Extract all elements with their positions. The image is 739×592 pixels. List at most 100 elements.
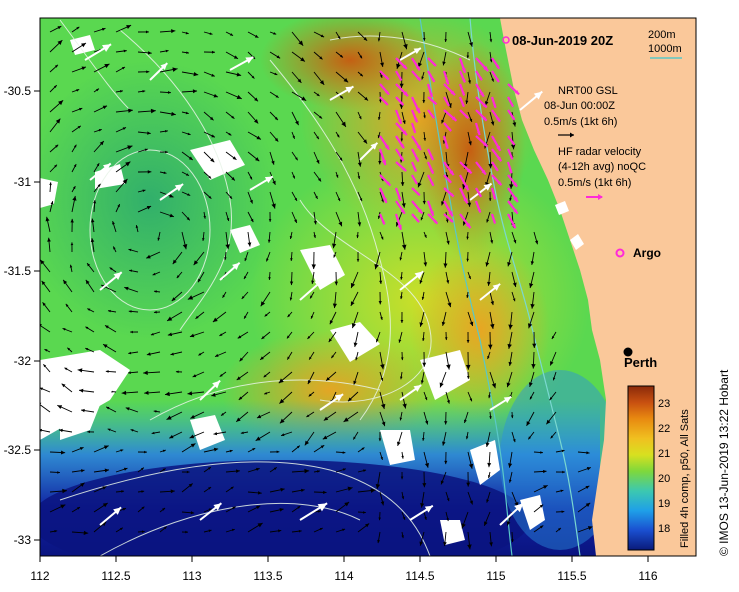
current-arrow: [159, 111, 176, 116]
current-arrow: [335, 486, 353, 493]
current-arrow: [93, 88, 100, 93]
current-arrow: [176, 271, 183, 279]
current-arrow: [137, 70, 150, 74]
current-arrow: [269, 487, 285, 493]
current-arrow: [80, 408, 95, 413]
current-arrow: [225, 151, 237, 161]
current-arrow: [313, 51, 323, 60]
gsl-scale-arrow-icon: [570, 132, 574, 138]
current-arrow: [555, 527, 562, 533]
hf-radar-arrow: [491, 70, 500, 83]
current-arrow: [137, 30, 149, 34]
current-arrow: [291, 71, 302, 84]
perth-label: Perth: [624, 355, 657, 370]
current-arrow: [467, 131, 472, 146]
current-arrow: [332, 291, 337, 309]
current-arrow: [533, 231, 539, 245]
current-arrow: [485, 431, 491, 448]
y-tick-label: -32: [14, 354, 32, 368]
current-arrow: [357, 523, 370, 533]
current-arrow: [379, 491, 385, 506]
current-arrow: [313, 231, 316, 239]
current-arrow: [488, 151, 493, 169]
current-arrow: [444, 451, 448, 465]
current-arrow: [291, 445, 301, 453]
current-arrow: [267, 231, 271, 243]
current-arrow: [353, 331, 359, 348]
current-arrow: [115, 89, 124, 93]
current-arrow: [398, 331, 403, 343]
current-arrow: [467, 191, 472, 207]
current-arrow: [244, 251, 249, 262]
current-arrow: [506, 371, 513, 388]
current-arrow: [422, 431, 425, 441]
current-arrow: [335, 71, 349, 83]
current-arrow: [62, 279, 73, 293]
hf-radar-arrow: [395, 200, 406, 215]
hf-radar-arrow: [427, 148, 435, 161]
current-arrow: [377, 531, 381, 544]
argo-legend: Argo: [615, 246, 661, 260]
current-arrow: [181, 211, 191, 221]
current-arrow: [530, 291, 535, 309]
current-arrow: [181, 443, 196, 453]
current-arrow: [225, 71, 242, 77]
current-arrow: [313, 111, 323, 119]
current-arrow: [153, 310, 161, 314]
current-arrow: [93, 140, 105, 153]
current-arrow: [335, 501, 350, 513]
current-arrow: [115, 467, 128, 473]
current-arrow: [335, 191, 341, 202]
current-arrow: [466, 471, 471, 487]
current-arrow: [128, 310, 139, 313]
hf-radar-arrow: [490, 187, 497, 200]
current-arrow: [313, 131, 320, 140]
current-arrow: [159, 183, 184, 201]
current-arrow: [213, 431, 227, 436]
current-arrow: [519, 90, 543, 111]
hf-radar-arrow: [459, 109, 470, 120]
current-arrow: [269, 111, 279, 121]
hf-radar-arrow: [442, 135, 449, 149]
current-arrow: [400, 351, 404, 361]
current-arrow: [375, 331, 381, 343]
hf-radar-arrow: [395, 57, 408, 70]
current-arrow: [445, 391, 450, 404]
current-arrow: [401, 531, 404, 539]
current-arrow: [49, 144, 59, 153]
hf-radar-arrow: [395, 135, 405, 149]
current-arrow: [115, 161, 131, 173]
current-arrow: [137, 189, 146, 193]
current-arrow: [313, 470, 321, 473]
current-arrow: [307, 371, 315, 385]
current-arrow: [530, 251, 535, 266]
current-arrow: [533, 469, 547, 474]
hf-radar-arrow: [443, 213, 454, 223]
current-arrow: [313, 151, 320, 164]
hf-radar-arrow: [443, 122, 452, 132]
hf-radar-arrow: [458, 57, 467, 74]
velocity-arrows: [40, 24, 593, 550]
current-arrow: [329, 311, 337, 325]
current-arrow: [249, 175, 274, 191]
current-arrow: [109, 267, 117, 273]
hf-radar-arrow: [411, 187, 421, 197]
hf-radar-arrow: [458, 96, 465, 108]
hf-radar-arrow: [507, 187, 519, 203]
current-arrow: [49, 182, 52, 193]
current-arrow: [397, 431, 403, 447]
current-arrow: [335, 51, 344, 58]
current-arrow: [166, 311, 183, 322]
current-arrow: [49, 84, 58, 93]
current-arrow: [445, 171, 449, 178]
current-arrow: [247, 467, 260, 473]
current-arrow: [423, 451, 430, 468]
current-arrow: [467, 111, 473, 123]
current-arrow: [328, 331, 337, 343]
current-arrow: [357, 71, 364, 77]
current-arrow: [331, 231, 337, 249]
current-arrow: [137, 450, 147, 454]
current-arrow: [181, 151, 194, 161]
current-arrow: [311, 271, 315, 285]
current-arrow: [239, 351, 249, 362]
